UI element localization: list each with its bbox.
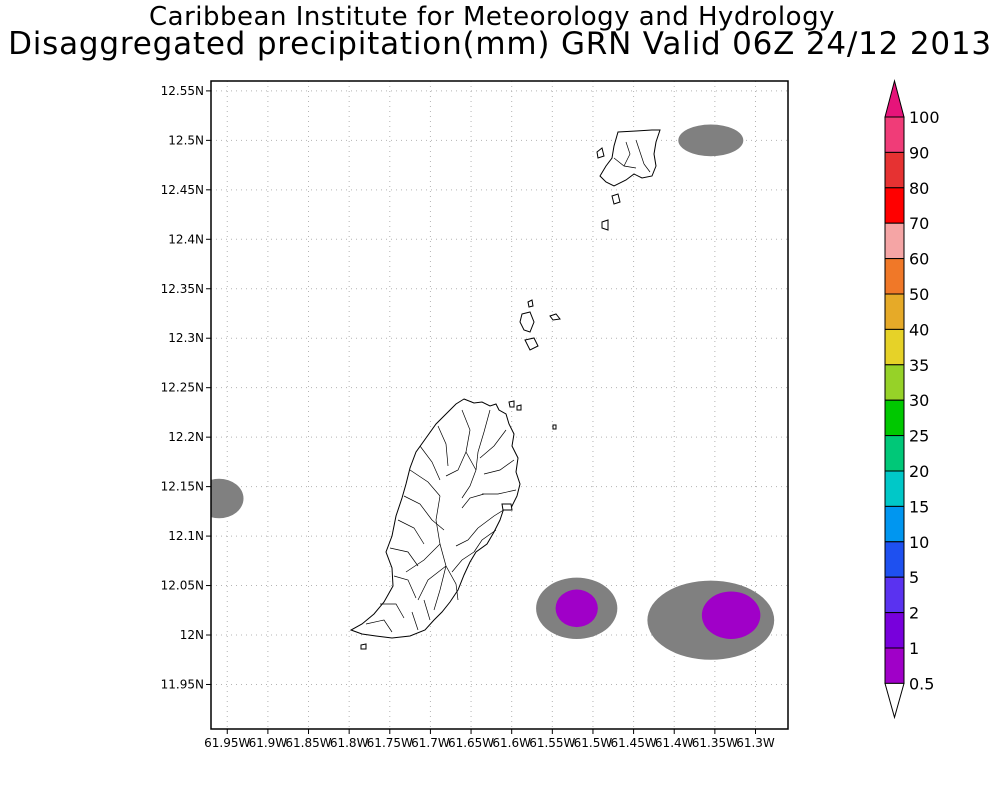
- lon-tick-label: 61.9W: [249, 736, 288, 750]
- lat-tick-label: 12.2N: [168, 430, 204, 444]
- colorbar-label: 90: [909, 143, 929, 162]
- colorbar-swatch: [884, 258, 905, 295]
- coastline: [349, 129, 661, 650]
- small-island: [527, 299, 534, 308]
- colorbar-label: 80: [909, 179, 929, 198]
- small-island: [611, 193, 621, 205]
- colorbar-label: 30: [909, 391, 929, 410]
- colorbar-top-arrow: [884, 79, 905, 118]
- colorbar-label: 70: [909, 214, 929, 233]
- lon-tick-label: 61.3W: [736, 736, 775, 750]
- colorbar-swatch: [884, 222, 905, 260]
- lon-tick-label: 61.95W: [204, 736, 250, 750]
- colorbar-swatch: [884, 612, 905, 649]
- lon-tick-label: 61.75W: [367, 736, 413, 750]
- lon-tick-label: 61.85W: [285, 736, 331, 750]
- colorbar-label: 40: [909, 320, 929, 339]
- colorbar-label: 50: [909, 285, 929, 304]
- lat-tick-label: 12.35N: [161, 282, 204, 296]
- caille-island: [524, 337, 539, 351]
- lon-tick-label: 61.65W: [448, 736, 494, 750]
- longitude-axis: 61.95W61.9W61.85W61.8W61.75W61.7W61.65W6…: [204, 729, 775, 750]
- colorbar-label: 10: [909, 533, 929, 552]
- precip-area: [555, 589, 598, 628]
- precip-area: [211, 478, 244, 519]
- grenada-island: [349, 398, 521, 639]
- colorbar-label: 25: [909, 427, 929, 446]
- colorbar-swatch: [884, 151, 905, 189]
- lat-tick-label: 12.1N: [168, 529, 204, 543]
- colorbar-label: 20: [909, 462, 929, 481]
- colorbar: 100 90 80 70 60 50 40 35 30 25 20 15 10 5 2 1 0.5: [884, 79, 940, 720]
- lat-tick-label: 12.4N: [168, 232, 204, 246]
- colorbar-label: 15: [909, 497, 929, 516]
- lat-tick-label: 11.95N: [161, 677, 204, 691]
- lon-tick-label: 61.55W: [529, 736, 575, 750]
- small-island: [501, 503, 513, 511]
- colorbar-bottom-arrow: [884, 682, 905, 720]
- latitude-axis: 12.55N 12.5N 12.45N 12.4N 12.35N 12.3N 12.25N 1…: [161, 84, 211, 691]
- colorbar-swatch: [884, 647, 905, 684]
- colorbar-swatch: [884, 293, 905, 330]
- colorbar-swatch: [884, 541, 905, 578]
- lon-tick-label: 61.7W: [411, 736, 450, 750]
- colorbar-swatch: [884, 435, 905, 472]
- colorbar-label: 1: [909, 639, 919, 658]
- lon-tick-label: 61.35W: [692, 736, 738, 750]
- precip-area: [701, 591, 761, 639]
- carriacou-island: [599, 129, 661, 187]
- lon-tick-label: 61.6W: [492, 736, 531, 750]
- colorbar-swatch: [884, 470, 905, 507]
- small-island: [552, 424, 557, 430]
- colorbar-label: 5: [909, 568, 919, 587]
- colorbar-label: 0.5: [909, 674, 934, 693]
- lat-tick-label: 12.3N: [168, 331, 204, 345]
- lat-tick-label: 12.45N: [161, 183, 204, 197]
- precipitation-field: [211, 124, 775, 660]
- colorbar-swatch: [884, 187, 905, 224]
- ronde-island: [519, 311, 535, 333]
- lon-tick-label: 61.8W: [330, 736, 369, 750]
- lat-tick-label: 12.05N: [161, 579, 204, 593]
- small-island: [516, 404, 522, 411]
- colorbar-label: 2: [909, 604, 919, 623]
- map-subtitle: Disaggregated precipitation(mm) GRN Vali…: [8, 26, 992, 62]
- petite-martinique-island: [596, 147, 605, 159]
- colorbar-swatch: [884, 328, 905, 366]
- lat-tick-label: 12.25N: [161, 381, 204, 395]
- colorbar-label: 60: [909, 250, 929, 269]
- colorbar-label: 35: [909, 356, 929, 375]
- colorbar-swatch: [884, 576, 905, 614]
- small-island: [508, 400, 515, 408]
- precip-area: [678, 124, 744, 157]
- map-title: Caribbean Institute for Meteorology and …: [149, 2, 835, 32]
- plot-frame: [210, 80, 789, 730]
- small-island: [360, 643, 367, 650]
- small-island: [601, 219, 609, 231]
- colorbar-label: 100: [909, 108, 940, 127]
- colorbar-swatch: [884, 399, 905, 437]
- colorbar-swatch: [884, 364, 905, 401]
- lon-tick-label: 61.45W: [610, 736, 656, 750]
- small-island: [549, 313, 561, 321]
- lon-tick-label: 61.5W: [574, 736, 613, 750]
- lat-tick-label: 12N: [180, 628, 204, 642]
- colorbar-swatch: [884, 505, 905, 543]
- lat-tick-label: 12.55N: [161, 84, 204, 98]
- lat-tick-label: 12.15N: [161, 480, 204, 494]
- colorbar-swatch: [884, 116, 905, 153]
- lon-tick-label: 61.4W: [655, 736, 694, 750]
- lat-tick-label: 12.5N: [168, 133, 204, 147]
